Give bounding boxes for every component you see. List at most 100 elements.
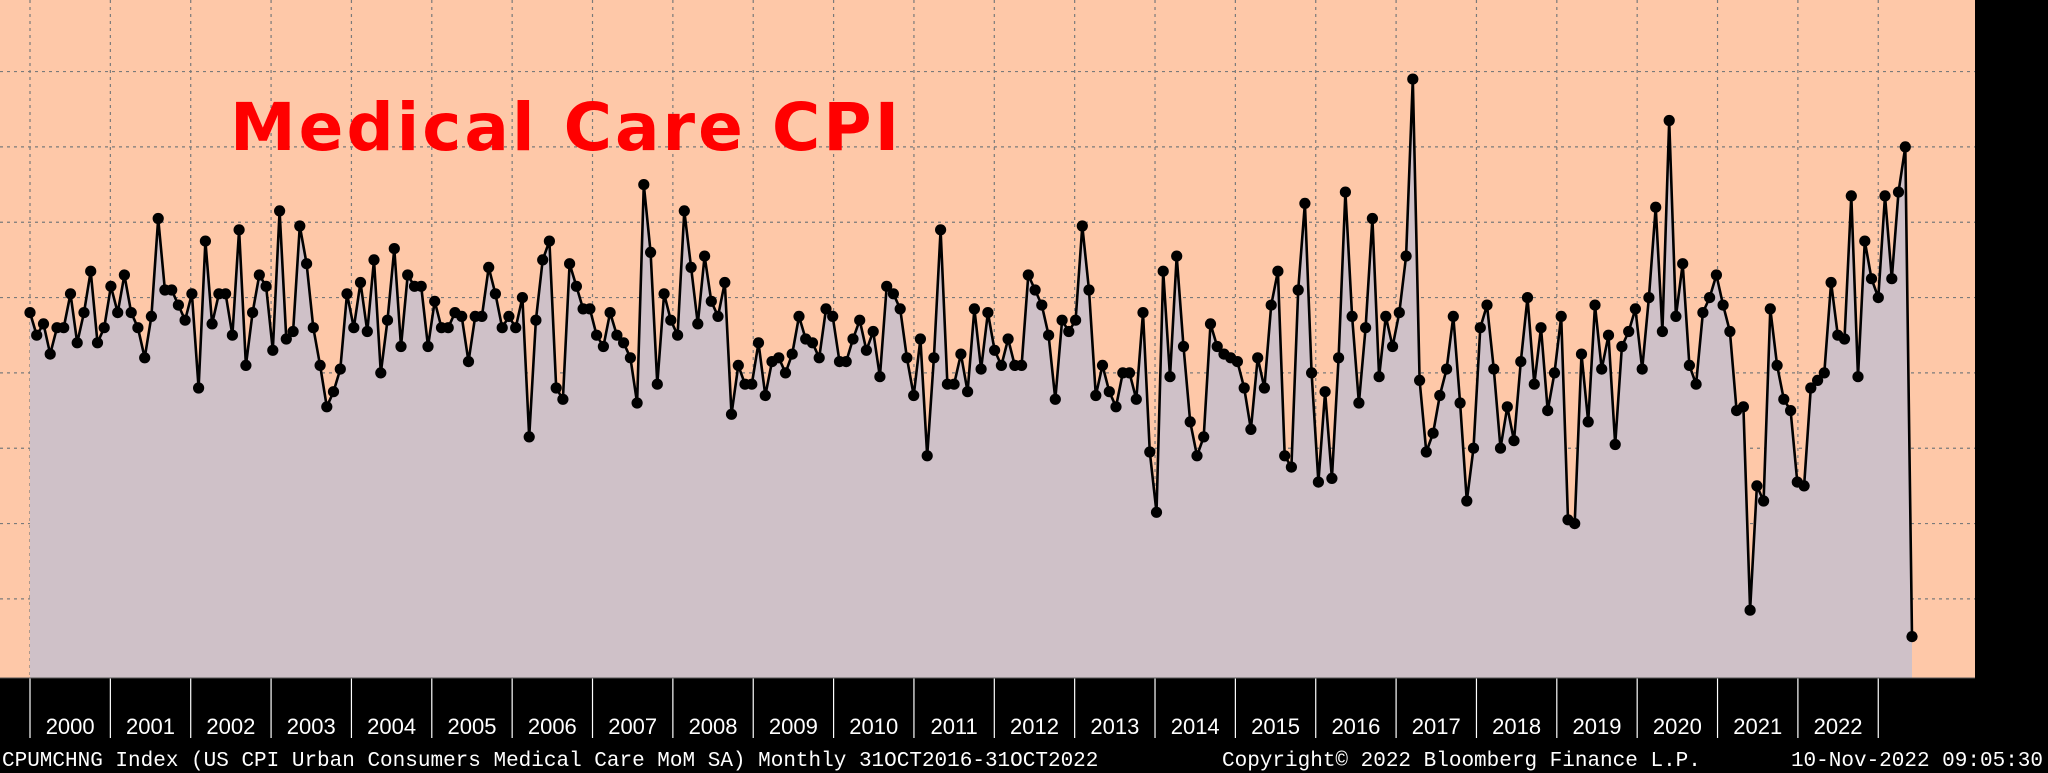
data-point bbox=[1724, 325, 1736, 338]
data-point bbox=[1508, 435, 1520, 447]
data-point bbox=[1865, 273, 1878, 285]
data-point bbox=[860, 344, 873, 356]
x-tick-label: 2016 bbox=[1331, 714, 1380, 739]
data-point bbox=[91, 337, 104, 349]
series-area-fill bbox=[30, 79, 1912, 679]
data-point bbox=[186, 288, 198, 300]
footer-timestamp: 10-Nov-2022 09:05:30 bbox=[1791, 750, 2043, 773]
x-tick-label: 2015 bbox=[1251, 714, 1300, 739]
data-point bbox=[692, 318, 704, 330]
data-point bbox=[1191, 450, 1203, 462]
data-point bbox=[233, 224, 245, 236]
data-point bbox=[908, 389, 920, 402]
data-point bbox=[1130, 393, 1142, 405]
data-point bbox=[1521, 292, 1534, 304]
data-point bbox=[1481, 299, 1493, 311]
data-point bbox=[220, 288, 232, 300]
data-point bbox=[37, 318, 50, 330]
data-point bbox=[1312, 476, 1324, 488]
data-point bbox=[496, 322, 508, 334]
data-point bbox=[1279, 450, 1291, 462]
data-point bbox=[193, 382, 205, 394]
data-point bbox=[1535, 322, 1547, 334]
data-point bbox=[1764, 303, 1776, 315]
data-point bbox=[874, 371, 886, 383]
data-point bbox=[321, 401, 333, 413]
data-point bbox=[1414, 374, 1426, 386]
data-point bbox=[928, 352, 940, 364]
data-point bbox=[1501, 401, 1513, 413]
data-point bbox=[334, 363, 346, 375]
data-point bbox=[1515, 356, 1527, 368]
data-point bbox=[1548, 367, 1561, 379]
data-point bbox=[867, 325, 879, 338]
data-point bbox=[955, 348, 967, 360]
data-point bbox=[1265, 299, 1277, 311]
data-point bbox=[253, 269, 265, 281]
data-point bbox=[1555, 310, 1567, 322]
data-point bbox=[1245, 423, 1257, 435]
data-point bbox=[570, 280, 583, 292]
data-point bbox=[1150, 506, 1163, 518]
data-point bbox=[1798, 480, 1810, 492]
data-point bbox=[1852, 371, 1864, 383]
data-point bbox=[1845, 190, 1857, 202]
data-point bbox=[395, 340, 407, 353]
data-point bbox=[1589, 299, 1601, 311]
data-point bbox=[948, 378, 960, 390]
data-point bbox=[429, 295, 441, 307]
data-point bbox=[935, 224, 947, 236]
x-tick-label: 2001 bbox=[126, 714, 175, 739]
data-point bbox=[1596, 363, 1608, 375]
data-point bbox=[1171, 250, 1183, 262]
data-point bbox=[1528, 378, 1540, 390]
data-point bbox=[260, 280, 272, 292]
data-point bbox=[1123, 367, 1136, 379]
data-point bbox=[361, 325, 373, 338]
data-point bbox=[516, 292, 529, 304]
x-tick-label: 2018 bbox=[1492, 714, 1541, 739]
data-point bbox=[226, 329, 238, 341]
data-point bbox=[274, 205, 286, 217]
data-point bbox=[1049, 393, 1061, 405]
data-point bbox=[1744, 604, 1756, 616]
data-point bbox=[1434, 389, 1446, 402]
data-point bbox=[402, 269, 414, 281]
data-point bbox=[914, 333, 927, 345]
data-point bbox=[388, 243, 400, 255]
data-point bbox=[732, 359, 744, 371]
data-point bbox=[584, 303, 596, 315]
x-tick-label: 2014 bbox=[1171, 714, 1220, 739]
data-point bbox=[1670, 310, 1682, 322]
data-point bbox=[1710, 269, 1722, 281]
data-point bbox=[280, 333, 292, 345]
data-point bbox=[1380, 310, 1392, 322]
data-point bbox=[1204, 318, 1217, 330]
data-point bbox=[840, 356, 852, 368]
data-point bbox=[1717, 299, 1729, 311]
data-point bbox=[422, 340, 434, 353]
data-point bbox=[685, 261, 697, 273]
data-point bbox=[1022, 269, 1034, 281]
data-point bbox=[368, 254, 380, 266]
data-point bbox=[854, 314, 866, 326]
data-point bbox=[591, 329, 603, 341]
data-point bbox=[58, 322, 70, 334]
data-point bbox=[989, 344, 1001, 356]
data-point bbox=[1825, 276, 1837, 289]
data-point bbox=[1285, 461, 1297, 473]
x-tick-label: 2013 bbox=[1090, 714, 1139, 739]
data-point bbox=[678, 205, 690, 217]
data-point bbox=[1299, 197, 1311, 209]
data-point bbox=[982, 307, 994, 319]
data-point bbox=[672, 329, 684, 341]
x-tick-label: 2002 bbox=[206, 714, 255, 739]
data-point bbox=[287, 325, 299, 338]
data-point bbox=[341, 288, 353, 300]
data-point bbox=[618, 337, 630, 349]
chart-title: Medical Care CPI bbox=[230, 89, 902, 166]
data-point bbox=[199, 235, 211, 247]
data-point bbox=[44, 348, 56, 360]
x-tick-label: 2006 bbox=[528, 714, 577, 739]
